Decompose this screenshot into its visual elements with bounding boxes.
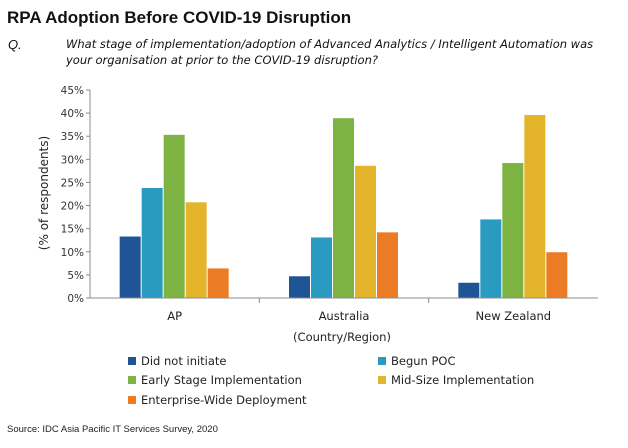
- y-tick-label: 15%: [61, 224, 84, 236]
- legend-swatch: [128, 357, 136, 365]
- bar: [502, 163, 524, 298]
- bars-group: [119, 114, 568, 299]
- y-tick-label: 25%: [61, 177, 84, 189]
- bar: [524, 114, 546, 299]
- legend-label: Enterprise-Wide Deployment: [141, 393, 307, 407]
- x-axis-title: (Country/Region): [293, 330, 391, 344]
- y-tick-label: 35%: [61, 131, 84, 143]
- legend-label: Begun POC: [391, 354, 456, 368]
- legend: Did not initiate Begun POC Early Stage Imp…: [128, 354, 534, 407]
- bar: [185, 202, 207, 298]
- legend-label: Mid-Size Implementation: [391, 373, 534, 387]
- y-tick-label: 30%: [61, 154, 84, 166]
- legend-swatch: [378, 357, 386, 365]
- bar: [480, 219, 502, 298]
- bar: [355, 165, 376, 298]
- bar: [546, 252, 568, 298]
- source-note: Source: IDC Asia Pacific IT Services Sur…: [7, 424, 218, 435]
- legend-swatch: [128, 376, 136, 384]
- y-tick-label: 10%: [61, 247, 84, 259]
- y-tick-label: 0%: [67, 293, 84, 305]
- legend-swatch: [128, 396, 136, 404]
- y-tick-label: 40%: [61, 108, 84, 120]
- bar: [207, 268, 229, 298]
- bar: [141, 187, 163, 298]
- bar: [163, 134, 185, 298]
- x-category-label: New Zealand: [476, 309, 552, 323]
- question-text: What stage of implementation/adoption of…: [66, 37, 594, 67]
- y-tick-label: 5%: [67, 270, 84, 282]
- bar: [119, 236, 141, 298]
- y-tick-label: 20%: [61, 201, 84, 213]
- bar: [289, 276, 310, 298]
- chart-title: RPA Adoption Before COVID-19 Disruption: [7, 8, 352, 27]
- legend-label: Early Stage Implementation: [141, 373, 302, 387]
- bar: [377, 232, 398, 298]
- bar: [458, 282, 480, 298]
- axes-group: 0% 5% 10% 15% 20% 25% 30% 35% 40% 45% AP Australia N…: [61, 85, 598, 323]
- legend-swatch: [378, 376, 386, 384]
- bar-chart: (% of respondents) (Country/Region) 0% 5%…: [37, 85, 598, 407]
- x-category-label: AP: [167, 309, 182, 323]
- y-axis-title: (% of respondents): [37, 136, 51, 250]
- question-label: Q.: [8, 37, 22, 52]
- bar: [311, 237, 332, 298]
- legend-label: Did not initiate: [141, 354, 227, 368]
- x-category-label: Australia: [319, 309, 370, 323]
- bar: [333, 118, 354, 298]
- y-tick-label: 45%: [61, 85, 84, 97]
